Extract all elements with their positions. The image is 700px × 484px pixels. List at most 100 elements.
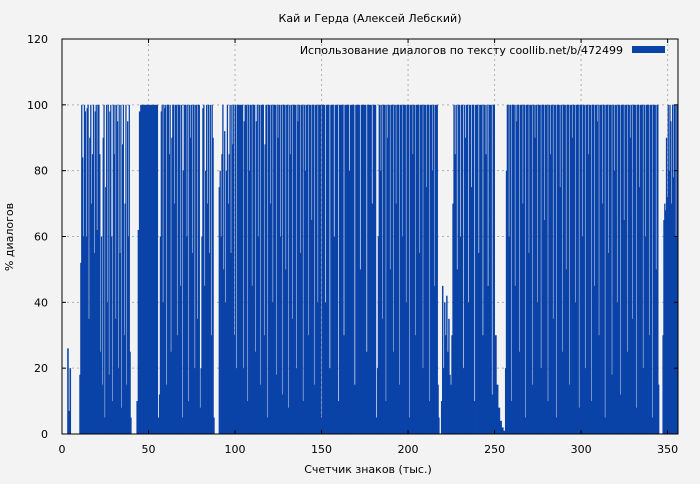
data-bar — [119, 252, 121, 434]
data-bar — [657, 104, 659, 434]
data-bar — [241, 104, 243, 434]
data-bar — [198, 104, 200, 434]
data-bar — [259, 104, 261, 434]
data-bar — [486, 104, 488, 434]
x-axis-label: Счетчик знаков (тыс.) — [304, 463, 432, 476]
data-bar — [582, 104, 585, 434]
data-bar — [85, 236, 87, 434]
data-bar — [201, 236, 203, 434]
data-bar — [303, 104, 305, 434]
data-bar — [606, 104, 608, 434]
data-bar — [81, 104, 83, 434]
data-bar — [611, 374, 613, 434]
data-bar — [342, 104, 344, 434]
data-bar — [145, 104, 147, 434]
data-bar — [304, 104, 306, 434]
data-bar — [437, 384, 439, 434]
data-bar — [174, 104, 177, 434]
data-bar — [596, 121, 598, 435]
data-bar — [616, 302, 618, 434]
legend-swatch — [632, 46, 665, 53]
data-bar — [454, 154, 456, 435]
data-bar — [387, 104, 390, 434]
data-bar — [231, 104, 233, 434]
data-bar — [184, 104, 186, 434]
data-bar — [565, 269, 567, 434]
data-bar — [367, 104, 369, 434]
data-bar — [632, 318, 634, 434]
data-bar — [627, 104, 630, 434]
data-bar — [588, 104, 591, 434]
data-bar — [533, 104, 535, 434]
data-bar — [595, 104, 598, 434]
data-bar — [577, 104, 579, 434]
data-bar — [483, 104, 485, 434]
data-bar — [555, 104, 557, 434]
data-bar — [569, 104, 572, 434]
data-bar — [423, 104, 425, 434]
data-bar — [205, 104, 208, 434]
data-bar — [418, 104, 420, 434]
data-bar — [633, 104, 635, 434]
data-bar — [557, 104, 560, 434]
data-bar — [512, 104, 515, 434]
data-bar — [549, 154, 552, 435]
data-bar — [416, 104, 418, 434]
data-bar — [362, 104, 365, 434]
data-bar — [250, 104, 252, 434]
data-bar — [372, 104, 375, 434]
data-bar — [636, 104, 638, 434]
data-bar — [429, 401, 431, 434]
data-bar — [284, 104, 286, 434]
data-bar — [167, 104, 170, 434]
data-bar — [165, 384, 168, 434]
data-bar — [176, 335, 178, 434]
data-bar — [422, 368, 424, 434]
data-bar — [609, 104, 611, 434]
data-bar — [343, 335, 345, 434]
data-bar — [440, 401, 443, 434]
data-bar — [520, 104, 522, 434]
data-bar — [604, 417, 606, 434]
data-bar — [274, 104, 277, 434]
data-bar — [251, 285, 253, 434]
data-bar — [460, 104, 463, 434]
data-bar — [614, 104, 617, 434]
data-bar — [573, 104, 575, 434]
data-bar — [477, 104, 479, 434]
data-bar — [90, 104, 92, 434]
data-bar — [333, 236, 335, 434]
data-bar — [127, 121, 129, 435]
data-bar — [394, 104, 396, 434]
data-bar — [650, 104, 652, 434]
data-bar — [330, 104, 332, 434]
data-bar — [524, 104, 526, 434]
data-bar — [631, 104, 633, 434]
data-bar — [562, 104, 565, 434]
data-bar — [475, 104, 477, 434]
data-bar — [412, 154, 414, 435]
data-bar — [428, 104, 430, 434]
data-bar — [224, 131, 226, 434]
data-bar — [92, 104, 95, 434]
data-bar — [97, 104, 99, 434]
data-bar — [312, 104, 315, 434]
data-bar — [194, 368, 196, 434]
data-bar — [349, 104, 352, 434]
data-bar — [415, 104, 417, 434]
data-bar — [519, 104, 521, 434]
data-bar — [187, 104, 189, 434]
data-bar — [370, 104, 372, 434]
data-bar — [587, 104, 589, 434]
data-bar — [424, 104, 426, 434]
data-bar — [468, 104, 471, 434]
data-bar — [480, 104, 482, 434]
data-bar — [277, 137, 279, 434]
data-bar — [542, 104, 544, 434]
data-bar — [645, 236, 647, 434]
data-bar — [273, 104, 275, 434]
data-bar — [459, 236, 461, 434]
data-bar — [253, 104, 255, 434]
data-bar — [203, 104, 205, 434]
